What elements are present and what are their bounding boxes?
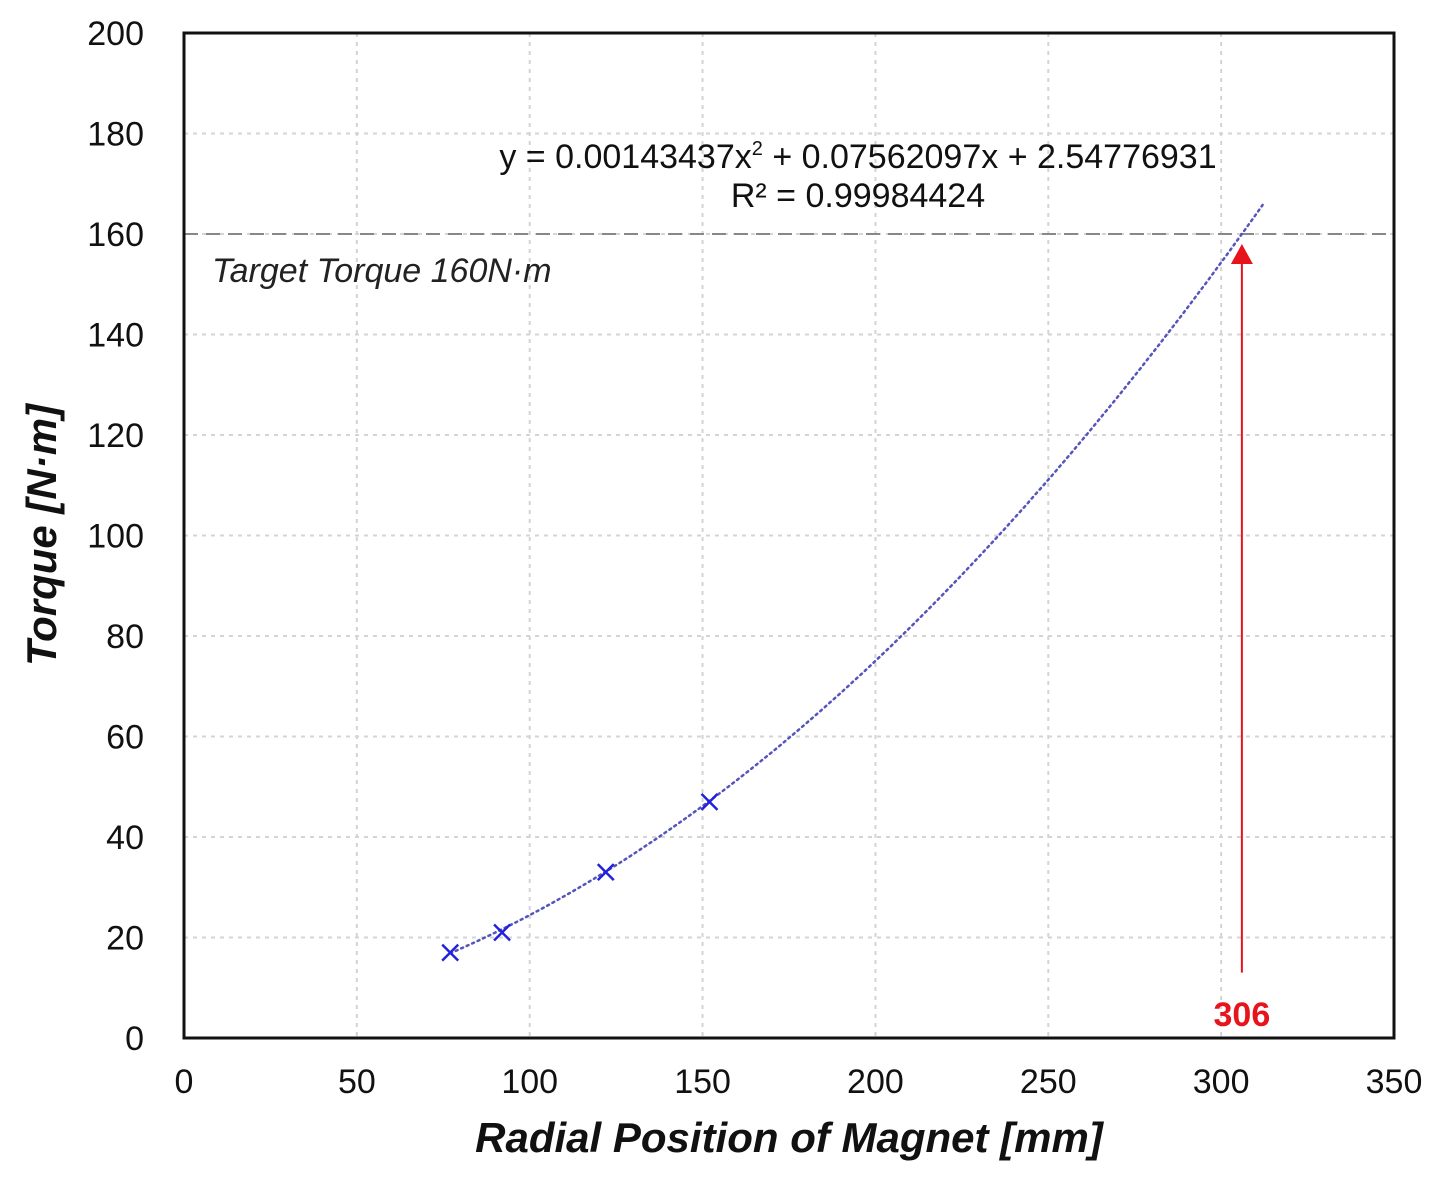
data-point-marker — [596, 863, 615, 882]
x-tick-label: 150 — [674, 1063, 731, 1101]
x-axis-ticks: 0 50 100 150 200 250 300 350 — [175, 1063, 1423, 1101]
x-tick-label: 250 — [1020, 1063, 1077, 1101]
result-arrow-head — [1230, 244, 1253, 265]
x-axis-title: Radial Position of Magnet [mm] — [475, 1114, 1105, 1161]
trendline-r-squared: R² = 0.99984424 — [731, 177, 985, 215]
y-tick-label: 160 — [87, 216, 144, 254]
result-arrow-group — [1230, 244, 1253, 973]
x-tick-label: 0 — [175, 1063, 194, 1101]
y-tick-label: 140 — [87, 317, 144, 355]
result-value-label: 306 — [1214, 996, 1271, 1034]
y-axis-title: Torque [N·m] — [18, 402, 65, 666]
x-tick-label: 300 — [1193, 1063, 1250, 1101]
plot-area-frame — [182, 31, 1396, 1040]
y-tick-label: 40 — [106, 819, 144, 857]
y-axis-ticks: 0 20 40 60 80 100 120 140 160 180 200 — [87, 15, 144, 1058]
trendline-equation: y = 0.00143437x2 + 0.07562097x + 2.54776… — [499, 138, 1216, 176]
x-tick-label: 350 — [1366, 1063, 1423, 1101]
y-tick-label: 80 — [106, 618, 144, 656]
trendline-equation-prefix: y = 0.00143437x — [499, 138, 751, 176]
x-tick-label: 100 — [501, 1063, 558, 1101]
y-tick-label: 100 — [87, 518, 144, 556]
trendline-group — [448, 203, 1264, 955]
x-tick-label: 50 — [338, 1063, 376, 1101]
data-point-marker — [700, 792, 719, 811]
data-point-marker — [441, 943, 460, 962]
y-tick-label: 180 — [87, 116, 144, 154]
y-tick-label: 60 — [106, 719, 144, 757]
x-tick-label: 200 — [847, 1063, 904, 1101]
y-tick-label: 200 — [87, 15, 144, 53]
trendline-equation-suffix: + 0.07562097x + 2.54776931 — [763, 138, 1217, 176]
target-torque-label: Target Torque 160N·m — [212, 252, 552, 290]
y-tick-label: 120 — [87, 417, 144, 455]
trendline-equation-exponent: 2 — [752, 138, 763, 160]
data-points — [441, 792, 719, 962]
polynomial-trendline — [448, 203, 1264, 955]
data-point-marker — [493, 923, 511, 942]
y-tick-label: 20 — [106, 920, 144, 958]
y-tick-label: 0 — [125, 1020, 144, 1058]
